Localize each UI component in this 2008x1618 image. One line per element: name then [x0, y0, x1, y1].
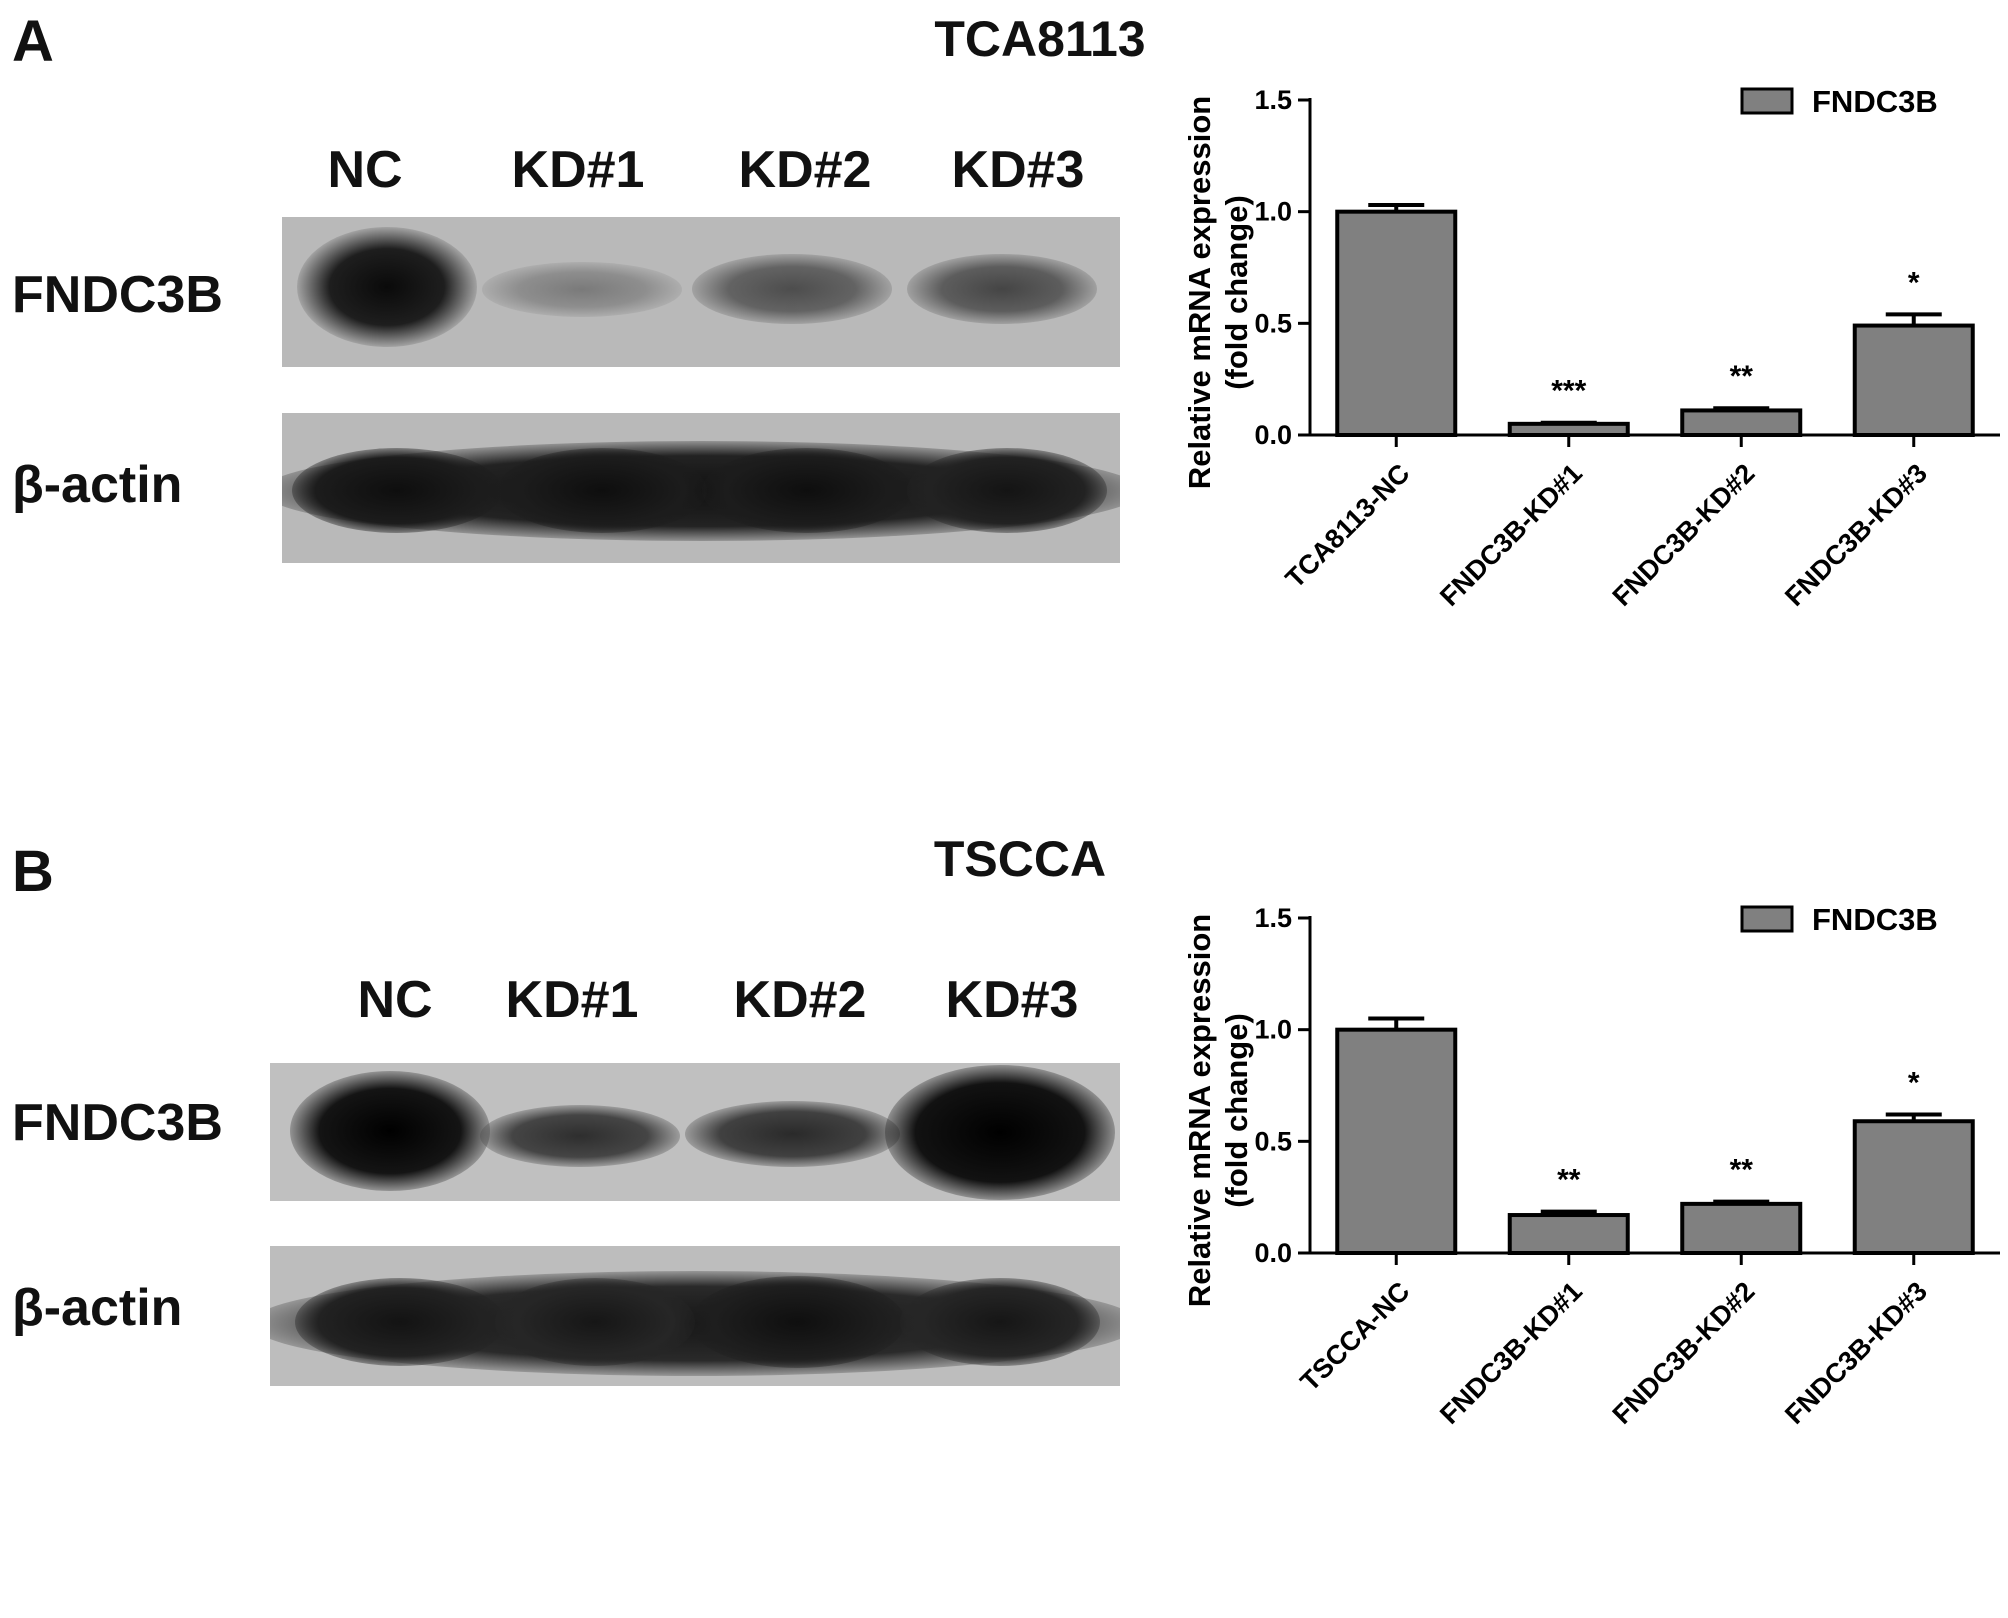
x-tick-label: FNDC3B-KD#1 — [1434, 1276, 1588, 1430]
significance-marker: *** — [1551, 375, 1586, 408]
y-axis-label-line: (fold change) — [1219, 195, 1254, 390]
y-axis-label: Relative mRNA expression(fold change) — [1182, 96, 1254, 489]
panel-a: A TCA8113 NC KD#1 KD#2 KD#3 FNDC3B β-act… — [0, 0, 2008, 800]
significance-marker: * — [1908, 266, 1920, 299]
blot-band — [482, 262, 682, 317]
bar — [1852, 323, 1975, 438]
bar — [1852, 1119, 1975, 1255]
blot-band — [885, 1065, 1115, 1200]
blot-band — [702, 448, 912, 533]
bar — [1335, 1027, 1458, 1255]
lane-label-kd1: KD#1 — [505, 971, 639, 1029]
blot-band — [495, 1278, 695, 1366]
panel-letter: A — [12, 9, 54, 74]
y-axis-label-line: Relative mRNA expression — [1182, 96, 1217, 489]
blot-band — [290, 1071, 490, 1191]
bar — [1335, 209, 1458, 437]
blot-band — [480, 1105, 680, 1167]
bar — [1680, 1201, 1803, 1256]
y-tick-label: 0.0 — [1254, 1238, 1292, 1268]
legend-swatch — [1740, 87, 1794, 115]
blot-label-fndc3b: FNDC3B — [12, 1094, 223, 1152]
blot-band — [295, 1278, 505, 1366]
blot-band — [292, 448, 502, 533]
y-tick-label: 0.5 — [1254, 308, 1292, 338]
blot-band — [692, 254, 892, 324]
y-axis-label-line: Relative mRNA expression — [1182, 914, 1217, 1307]
blot-band — [907, 254, 1097, 324]
lane-label-kd3: KD#3 — [951, 141, 1085, 199]
x-tick-label: FNDC3B-KD#3 — [1779, 458, 1933, 612]
western-blot-fndc3b — [270, 1063, 1120, 1201]
blot-band — [297, 227, 477, 347]
significance-marker: ** — [1557, 1164, 1581, 1197]
x-tick-label: FNDC3B-KD#3 — [1779, 1276, 1933, 1430]
x-tick-label: FNDC3B-KD#2 — [1607, 1276, 1761, 1430]
western-blot-beta-actin — [282, 413, 1120, 563]
bar-chart: 0.0 0.5 1.0 1.5 Relative mRNA expression(fol… — [1130, 878, 2008, 1618]
x-tick-label: FNDC3B-KD#2 — [1607, 458, 1761, 612]
panel-letter: B — [12, 839, 54, 904]
y-tick-label: 0.0 — [1254, 420, 1292, 450]
significance-marker: ** — [1730, 1154, 1754, 1187]
y-tick-label: 1.0 — [1254, 1015, 1292, 1045]
x-tick-label: FNDC3B-KD#1 — [1434, 458, 1588, 612]
lane-label-kd3: KD#3 — [945, 971, 1079, 1029]
y-axis-label-line: (fold change) — [1219, 1013, 1254, 1208]
blot-label-fndc3b: FNDC3B — [12, 266, 223, 324]
legend-label: FNDC3B — [1812, 902, 1938, 937]
blot-band — [690, 1276, 905, 1368]
y-axis-label: Relative mRNA expression(fold change) — [1182, 914, 1254, 1307]
legend-swatch — [1740, 905, 1794, 933]
lane-label-nc: NC — [327, 141, 403, 199]
significance-marker: ** — [1730, 360, 1754, 393]
y-tick-label: 1.5 — [1254, 903, 1292, 933]
panel-title: TCA8113 — [934, 11, 1146, 67]
blot-band — [497, 448, 707, 533]
y-tick-label: 0.5 — [1254, 1126, 1292, 1156]
blot-band — [907, 448, 1107, 533]
bar — [1507, 1213, 1630, 1255]
bar-chart: 0.0 0.5 1.0 1.5 Relative mRNA expression(fol… — [1130, 60, 2008, 800]
bar — [1507, 421, 1630, 438]
y-tick-label: 1.5 — [1254, 85, 1292, 115]
blot-label-beta-actin: β-actin — [12, 456, 183, 514]
blot-label-beta-actin: β-actin — [12, 1279, 183, 1337]
lane-label-nc: NC — [357, 971, 433, 1029]
western-blot-beta-actin — [270, 1246, 1120, 1386]
lane-label-kd2: KD#2 — [738, 141, 872, 199]
legend-label: FNDC3B — [1812, 84, 1938, 119]
y-tick-label: 1.0 — [1254, 197, 1292, 227]
panel-title: TSCCA — [933, 831, 1107, 887]
x-tick-label: TCA8113-NC — [1280, 458, 1416, 594]
western-blot-fndc3b — [282, 217, 1120, 367]
panel-b: B TSCCA NC KD#1 KD#2 KD#3 FNDC3B β-actin… — [0, 818, 2008, 1618]
blot-band — [685, 1101, 900, 1167]
bar — [1680, 408, 1803, 437]
lane-label-kd2: KD#2 — [733, 971, 867, 1029]
x-tick-label: TSCCA-NC — [1295, 1276, 1416, 1397]
blot-band — [900, 1278, 1100, 1366]
significance-marker: * — [1908, 1067, 1920, 1100]
lane-label-kd1: KD#1 — [511, 141, 645, 199]
